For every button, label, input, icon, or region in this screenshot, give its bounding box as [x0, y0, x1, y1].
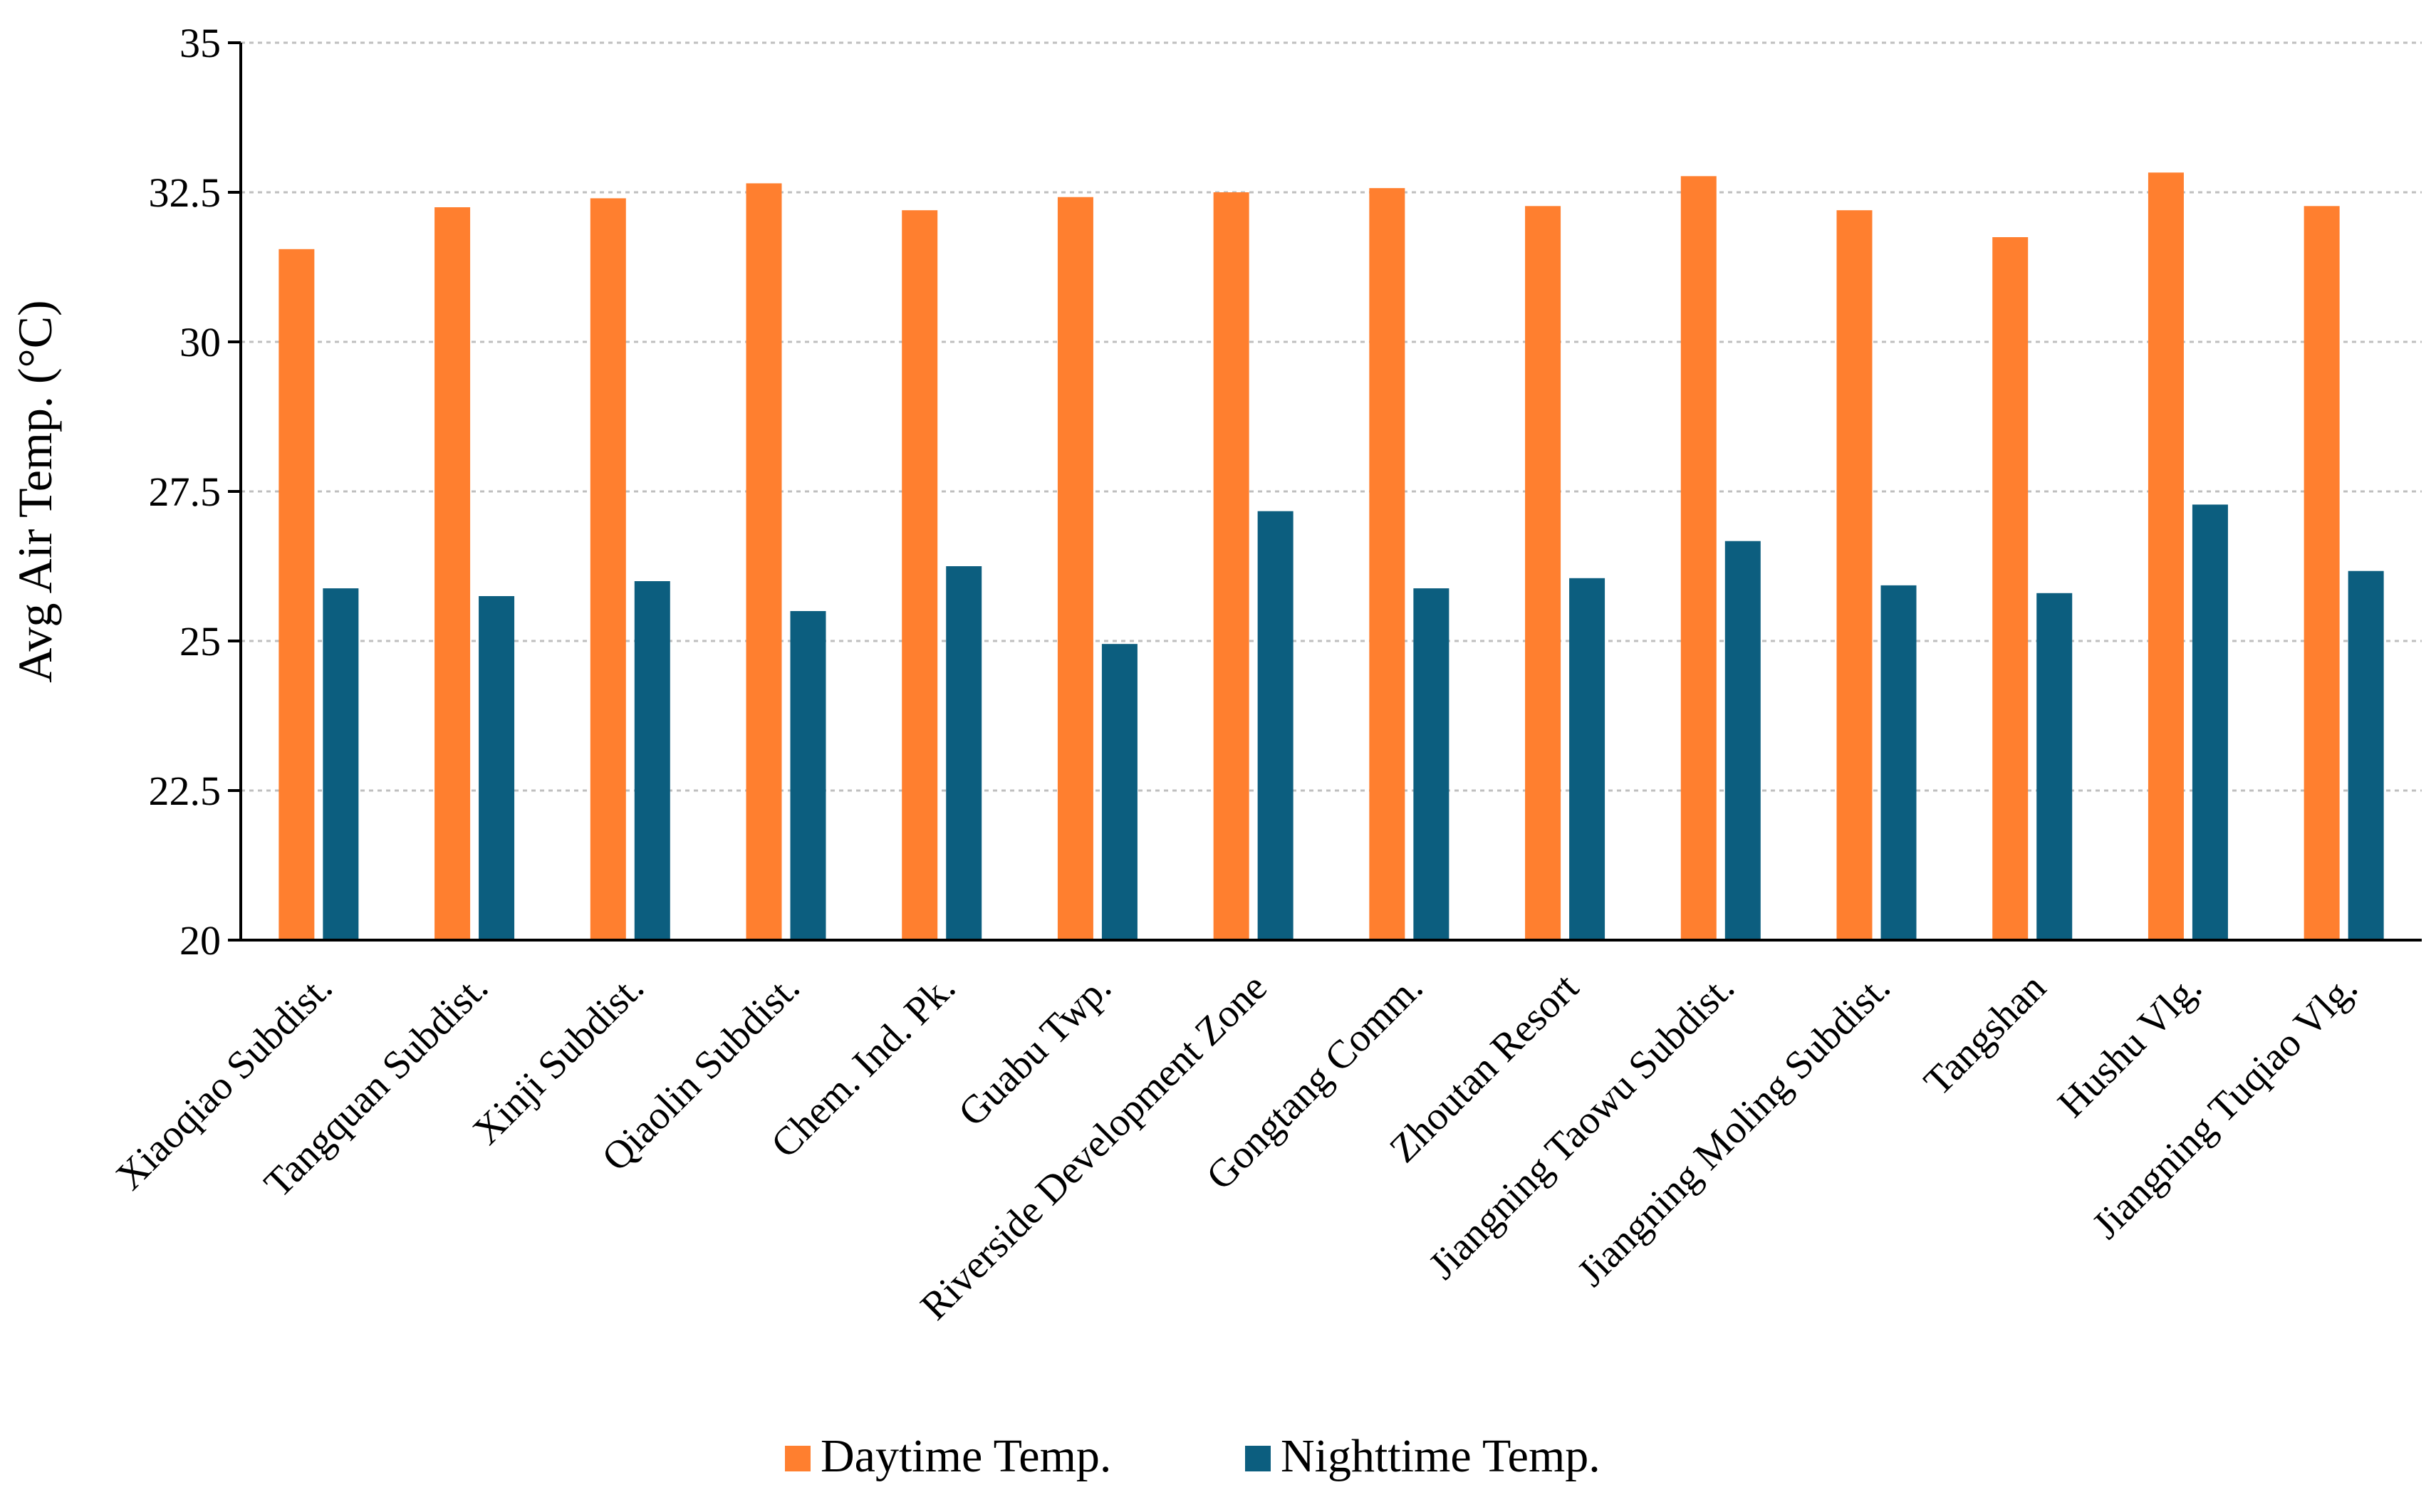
- bar-daytime: [434, 207, 471, 940]
- bar-daytime: [1680, 176, 1717, 940]
- bar-nighttime: [2192, 504, 2228, 940]
- legend-label-nighttime: Nighttime Temp.: [1281, 1430, 1600, 1482]
- bar-daytime: [1525, 206, 1561, 940]
- x-axis-labels: Xiaoqiao Subdist.Tangquan Subdist.Xinji …: [108, 965, 2366, 1328]
- x-tick-label: Tangshan: [1915, 965, 2054, 1104]
- bar-daytime: [902, 210, 938, 941]
- y-tick-label: 25: [179, 618, 221, 664]
- legend-swatch-nighttime: [1245, 1446, 1271, 1471]
- bar-nighttime: [1724, 541, 1761, 940]
- y-tick-label: 20: [179, 917, 221, 964]
- bar-nighttime: [479, 596, 515, 940]
- bar-daytime: [746, 183, 782, 940]
- bar-nighttime: [323, 588, 359, 940]
- y-tick-label: 32.5: [149, 170, 222, 216]
- bar-daytime: [1369, 188, 1405, 940]
- x-tick-label: Jiangning Tuqiao Vlg.: [2084, 965, 2366, 1247]
- x-tick-label: Jiangning Moling Subdist.: [1569, 965, 1899, 1295]
- legend-swatch-daytime: [785, 1446, 811, 1471]
- bar-nighttime: [946, 566, 982, 940]
- x-tick-label: Guabu Twp.: [950, 965, 1120, 1135]
- bar-daytime: [2148, 172, 2184, 940]
- bar-daytime: [2304, 206, 2340, 940]
- x-tick-label: Jiangning Taowu Subdist.: [1420, 965, 1743, 1288]
- bar-nighttime: [1880, 585, 1917, 940]
- bar-nighttime: [1413, 588, 1449, 940]
- bar-daytime: [1213, 192, 1249, 940]
- bar-nighttime: [2348, 570, 2384, 940]
- bar-daytime: [590, 198, 626, 940]
- legend: Daytime Temp. Nighttime Temp.: [785, 1430, 1600, 1482]
- legend-label-daytime: Daytime Temp.: [821, 1430, 1111, 1482]
- bar-nighttime: [2036, 593, 2073, 940]
- bar-nighttime: [1257, 511, 1294, 940]
- bar-nighttime: [634, 581, 670, 940]
- bar-daytime: [1836, 210, 1873, 941]
- bar-nighttime: [1569, 578, 1605, 940]
- gridlines: [241, 41, 2422, 792]
- y-tick-label: 30: [179, 319, 221, 365]
- y-tick-label: 35: [179, 20, 221, 66]
- x-tick-label: Hushu Vlg.: [2049, 965, 2210, 1126]
- y-axis-ticks: 20 22.5 25 27.5 30 32.5 35: [149, 20, 241, 964]
- y-axis-title: Avg Air Temp. (°C): [8, 300, 62, 682]
- bars: [279, 172, 2384, 941]
- bar-nighttime: [790, 611, 826, 940]
- bar-nighttime: [1101, 644, 1138, 940]
- bar-daytime: [279, 249, 315, 940]
- y-tick-label: 22.5: [149, 768, 222, 814]
- bar-daytime: [1992, 237, 2029, 940]
- y-tick-label: 27.5: [149, 469, 222, 515]
- bar-daytime: [1057, 197, 1093, 941]
